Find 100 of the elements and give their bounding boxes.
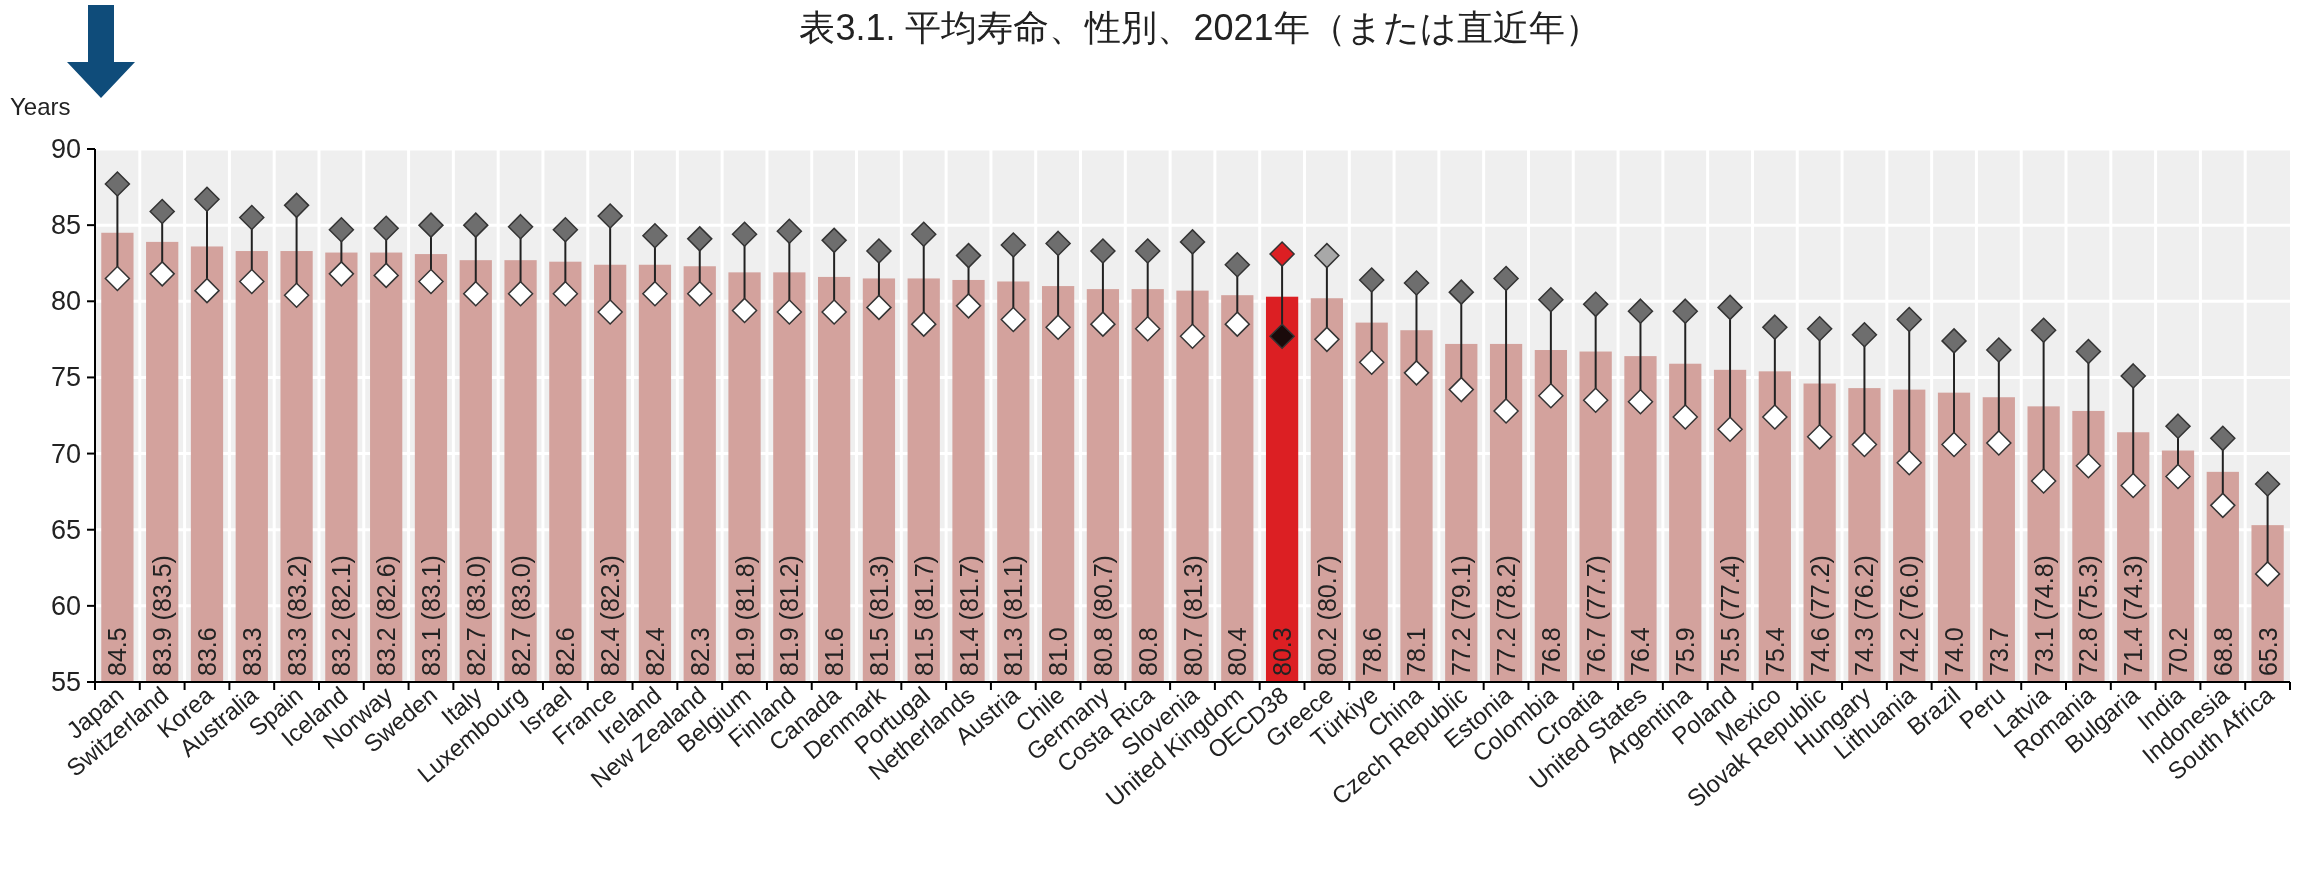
data-label: 83.1 (83.1): [416, 555, 445, 676]
point: [2254, 471, 2281, 497]
point: [2165, 413, 2191, 439]
data-label: 82.3: [685, 627, 714, 676]
point: [373, 215, 399, 241]
point: [597, 299, 623, 325]
point: [1806, 315, 1833, 342]
y-tick-label: 75: [50, 362, 81, 393]
point: [552, 280, 579, 307]
point: [2165, 463, 2191, 490]
data-label: 81.9 (81.2): [775, 555, 804, 676]
point: [1672, 404, 1699, 430]
point: [866, 238, 892, 264]
point: [283, 282, 310, 308]
point: [104, 265, 131, 292]
point: [2075, 338, 2102, 365]
point: [463, 212, 489, 238]
point: [1717, 416, 1743, 442]
data-label: 73.1 (74.8): [2029, 555, 2058, 676]
point: [2075, 453, 2102, 479]
point: [1896, 306, 1922, 333]
point: [1851, 431, 1878, 458]
data-label: 83.6: [192, 627, 221, 676]
point: [642, 223, 668, 249]
data-label: 80.8 (80.7): [1088, 555, 1117, 676]
y-tick-label: 60: [50, 590, 81, 621]
point: [1134, 238, 1161, 264]
data-label: 74.3 (76.2): [1850, 555, 1879, 676]
data-label: 75.4: [1760, 627, 1789, 676]
point: [373, 262, 399, 289]
point: [507, 213, 534, 240]
point: [955, 293, 982, 319]
point: [1224, 311, 1251, 337]
data-label: 83.3: [237, 627, 266, 676]
point: [1851, 322, 1878, 348]
point: [328, 261, 355, 287]
point: [1045, 230, 1071, 257]
point: [104, 171, 131, 197]
data-label: 77.2 (79.1): [1447, 555, 1476, 676]
data-label: 74.2 (76.0): [1895, 555, 1924, 676]
data-label: 81.6: [820, 627, 849, 676]
data-label: 74.0: [1940, 627, 1969, 676]
point: [2030, 317, 2057, 343]
point: [1403, 360, 1430, 386]
point: [2254, 561, 2281, 587]
point: [1448, 279, 1475, 305]
point: [149, 261, 175, 287]
point: [686, 226, 713, 252]
point: [194, 277, 220, 304]
point: [1314, 326, 1340, 353]
point: [1090, 311, 1116, 337]
data-label: 83.2 (82.1): [327, 555, 356, 676]
point: [821, 227, 847, 254]
point: [149, 198, 175, 225]
point: [1806, 424, 1833, 450]
data-label: 81.5 (81.3): [864, 555, 893, 676]
y-tick-label: 65: [50, 514, 81, 545]
point: [1358, 349, 1385, 375]
point: [1896, 449, 1922, 476]
data-label: 70.2: [2164, 627, 2193, 676]
data-label: 82.4 (82.3): [596, 555, 625, 676]
data-label: 81.0: [1044, 627, 1073, 676]
data-label: 75.9: [1671, 627, 1700, 676]
point: [1762, 404, 1788, 430]
data-label: 80.3: [1268, 627, 1297, 676]
point: [1582, 387, 1609, 414]
y-tick-label: 80: [50, 286, 81, 317]
point: [1403, 270, 1430, 296]
y-tick-label: 90: [50, 134, 81, 164]
data-label: 65.3: [2253, 627, 2282, 676]
point: [776, 299, 803, 325]
point: [910, 311, 937, 337]
data-label: 82.6: [551, 627, 580, 676]
point: [1762, 314, 1788, 340]
point: [2210, 492, 2236, 519]
point: [239, 204, 265, 231]
point: [1179, 229, 1206, 255]
point: [731, 297, 758, 324]
point: [463, 280, 489, 307]
point: [866, 294, 892, 321]
data-label: 75.5 (77.4): [1716, 555, 1745, 676]
point: [1314, 242, 1340, 269]
data-label: 81.9 (81.8): [730, 555, 759, 676]
point: [1448, 376, 1475, 403]
y-tick-label: 70: [50, 438, 81, 469]
data-label: 73.7: [1984, 627, 2013, 676]
data-label: 83.3 (83.2): [282, 555, 311, 676]
point: [1941, 431, 1967, 458]
point: [910, 221, 937, 248]
data-label: 68.8: [2208, 627, 2237, 676]
point: [642, 280, 668, 307]
data-label: 83.9 (83.5): [148, 555, 177, 676]
chart-title: 表3.1. 平均寿命、性別、2021年（または直近年）: [799, 7, 1601, 48]
point: [552, 216, 579, 243]
point: [686, 280, 713, 307]
data-label: 80.2 (80.7): [1312, 555, 1341, 676]
data-label: 82.7 (83.0): [506, 555, 535, 676]
point: [1090, 238, 1116, 264]
point: [1493, 265, 1519, 292]
data-label: 71.4 (74.3): [2119, 555, 2148, 676]
